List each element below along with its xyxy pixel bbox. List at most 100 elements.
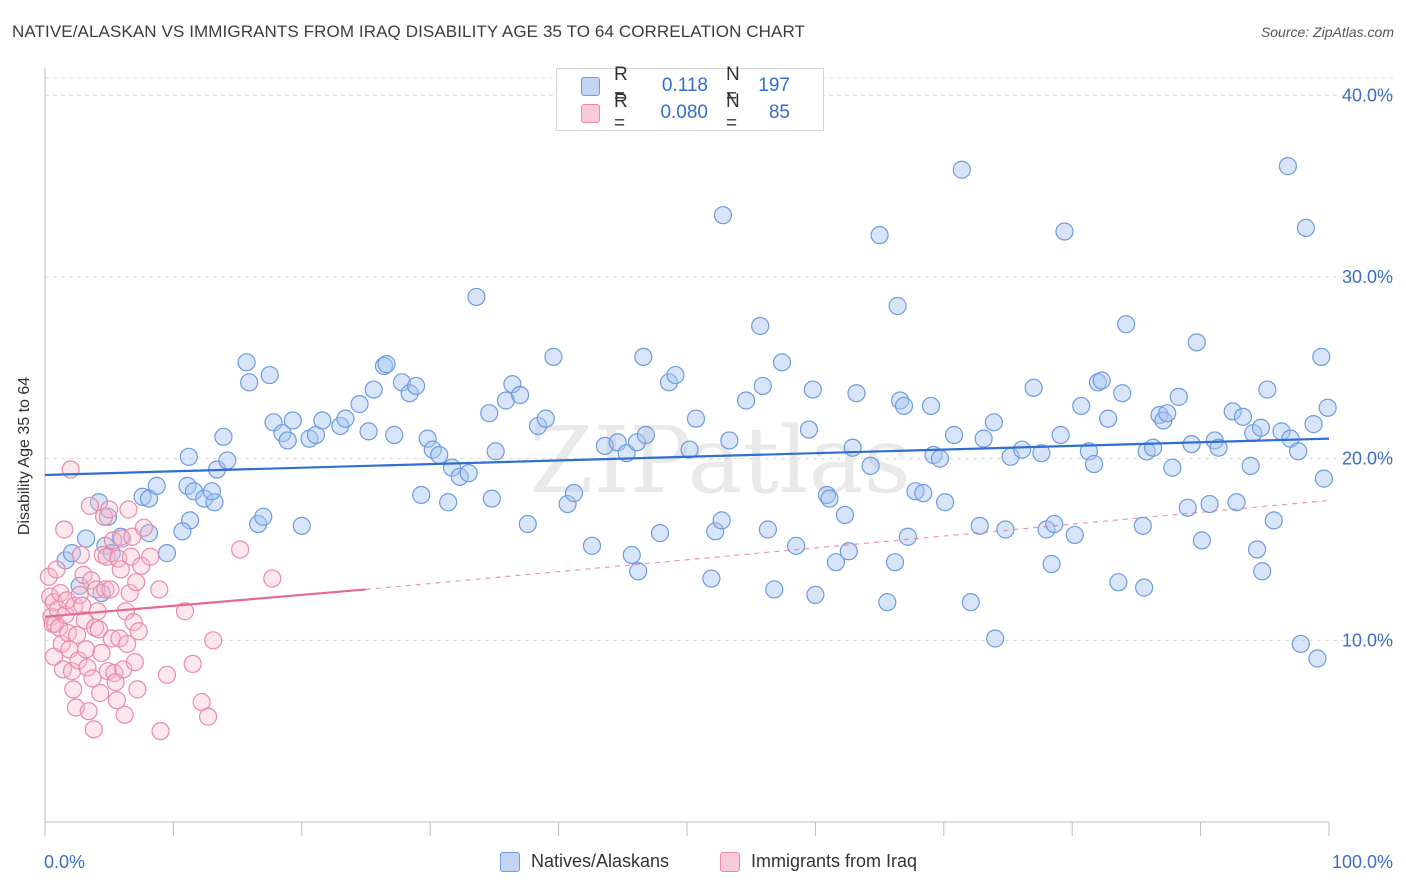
natives-point xyxy=(720,431,739,450)
legend-n-label: N = xyxy=(726,64,740,107)
natives-point xyxy=(870,226,889,245)
iraq-point xyxy=(134,518,153,537)
legend-row-natives: R = 0.118 N = 197 xyxy=(557,64,790,107)
natives-point xyxy=(826,553,846,572)
natives-point xyxy=(292,516,311,535)
iraq-point xyxy=(71,545,91,565)
iraq-point xyxy=(151,722,170,741)
iraq-point xyxy=(83,669,102,688)
natives-point xyxy=(961,593,980,612)
natives-point xyxy=(1055,222,1074,241)
iraq-point xyxy=(80,496,100,515)
iraq-point xyxy=(101,580,120,599)
natives-point xyxy=(218,451,237,470)
natives-point xyxy=(1163,458,1182,477)
natives-point xyxy=(885,553,905,572)
natives-point xyxy=(496,391,516,410)
natives-point xyxy=(888,296,907,316)
iraq-point xyxy=(70,585,89,604)
natives-point xyxy=(486,442,505,461)
natives-point xyxy=(952,160,971,179)
iraq-point xyxy=(96,580,115,599)
natives-point xyxy=(1312,347,1331,366)
natives-point xyxy=(1308,649,1327,668)
iraq-point xyxy=(53,660,73,679)
iraq-point xyxy=(100,500,119,519)
natives-point xyxy=(843,438,862,457)
iraq-point xyxy=(84,720,103,739)
natives-point xyxy=(765,580,784,599)
natives-point xyxy=(1133,516,1152,535)
natives-point xyxy=(254,507,273,526)
iraq-point xyxy=(55,520,74,539)
iraq-point xyxy=(62,662,82,681)
natives-point xyxy=(1233,407,1253,426)
natives-point xyxy=(1187,333,1206,352)
natives-trend-line xyxy=(44,437,1330,477)
natives-point xyxy=(1182,434,1201,454)
natives-point xyxy=(157,544,177,563)
natives-point xyxy=(1223,402,1242,421)
natives-point xyxy=(930,449,950,468)
iraq-point xyxy=(82,571,101,590)
natives-point xyxy=(970,516,989,535)
natives-point xyxy=(459,464,478,483)
iraq-point xyxy=(141,547,160,566)
legend-r-label: R = xyxy=(614,64,628,107)
natives-point xyxy=(712,511,731,530)
natives-point xyxy=(1209,438,1228,457)
series-label-iraq: Immigrants from Iraq xyxy=(751,851,918,871)
natives-point xyxy=(558,494,577,514)
natives-point xyxy=(406,376,426,396)
legend-r-value: 0.080 xyxy=(660,102,708,123)
natives-point xyxy=(1278,157,1298,176)
natives-point xyxy=(1143,438,1163,457)
natives-point xyxy=(806,585,825,604)
natives-point xyxy=(1264,511,1283,530)
natives-point xyxy=(861,456,880,475)
iraq-point xyxy=(103,531,123,550)
natives-point xyxy=(799,420,819,439)
natives-point xyxy=(412,485,431,505)
iraq-point xyxy=(67,625,87,644)
iraq-point xyxy=(150,580,169,599)
natives-point xyxy=(713,206,733,225)
iraq-point xyxy=(78,658,97,677)
series-legend-natives: Natives/Alaskans xyxy=(500,851,669,872)
natives-point xyxy=(76,529,96,548)
series-label-natives: Natives/Alaskans xyxy=(531,851,670,871)
natives-point xyxy=(753,376,772,396)
natives-point xyxy=(1291,634,1310,654)
iraq-point xyxy=(47,560,66,579)
natives-point xyxy=(133,487,152,506)
natives-point xyxy=(666,365,685,385)
legend-r-value: 0.118 xyxy=(661,75,708,96)
natives-point xyxy=(1051,425,1070,445)
natives-point xyxy=(283,411,302,430)
series-legend: Natives/Alaskans Immigrants from Iraq xyxy=(0,851,1406,877)
natives-point xyxy=(98,507,118,526)
natives-point xyxy=(1024,378,1043,397)
natives-point xyxy=(686,409,706,428)
natives-point xyxy=(377,355,396,374)
natives-point xyxy=(1247,540,1267,559)
natives-point xyxy=(528,416,548,436)
natives-point xyxy=(240,373,259,392)
legend-swatch-pink xyxy=(581,103,600,123)
natives-point xyxy=(450,467,469,486)
iraq-point xyxy=(115,705,134,724)
natives-point xyxy=(564,484,584,503)
stats-legend: R = 0.118 N = 197 R = 0.080 N = 85 xyxy=(556,64,824,134)
iraq-point xyxy=(64,680,83,699)
natives-point xyxy=(984,413,1003,432)
natives-point xyxy=(680,440,699,459)
legend-swatch-blue xyxy=(581,76,600,96)
natives-point xyxy=(878,593,897,612)
natives-point xyxy=(260,365,279,385)
iraq-point xyxy=(118,634,137,654)
natives-point xyxy=(659,373,679,392)
natives-point xyxy=(935,493,955,512)
natives-point xyxy=(986,629,1005,648)
legend-row-iraq: R = 0.080 N = 85 xyxy=(557,91,790,134)
